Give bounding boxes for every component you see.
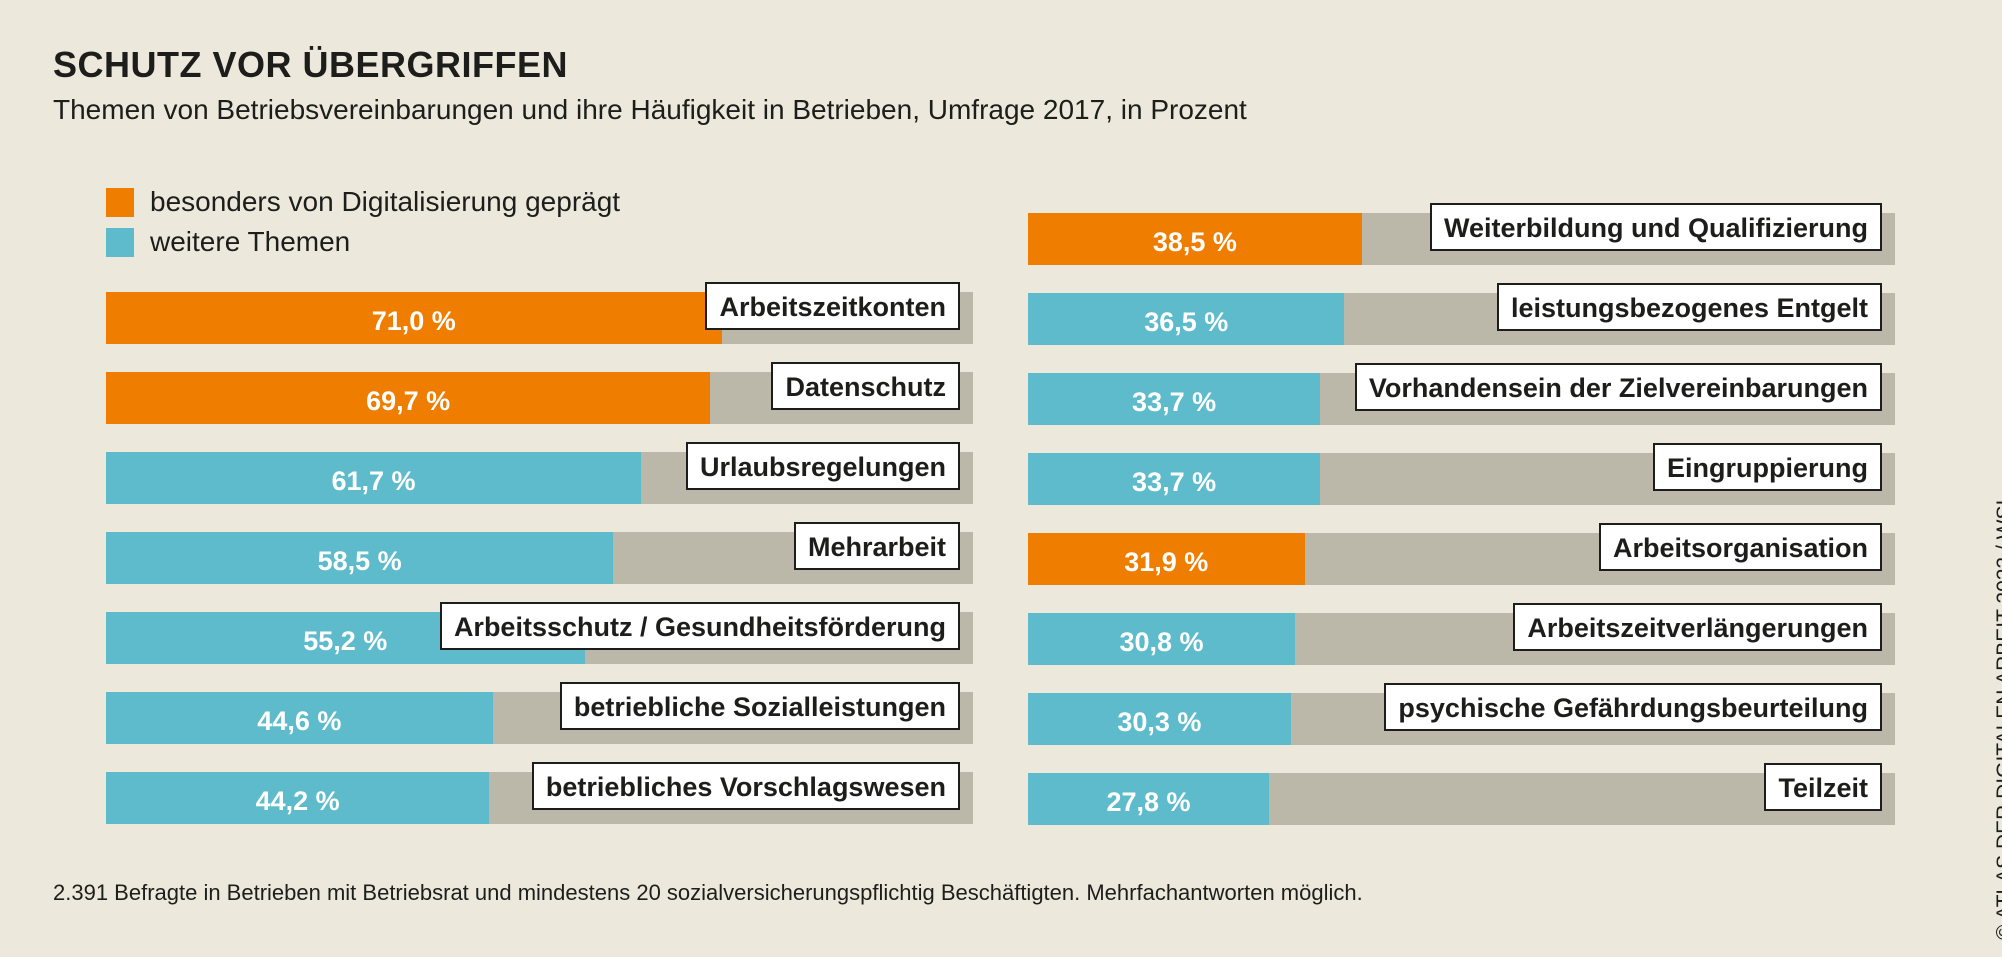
- footnote: 2.391 Befragte in Betrieben mit Betriebs…: [53, 880, 1363, 905]
- bar-label: Arbeitsschutz / Gesundheitsförderung: [439, 602, 960, 650]
- bar-label: Arbeitszeitverlängerungen: [1513, 603, 1882, 651]
- bar-track: Urlaubsregelungen 61,7 %: [106, 442, 973, 504]
- bar: [1028, 613, 1296, 665]
- bar: [106, 692, 493, 744]
- bar: [1028, 293, 1345, 345]
- bar: [106, 372, 711, 424]
- bar-value-label: 33,7 %: [1132, 467, 1217, 497]
- bar: [1028, 773, 1270, 825]
- bar-value-label: 61,7 %: [331, 466, 416, 496]
- bar-track: Arbeitszeitkonten 71,0 %: [106, 282, 973, 344]
- bar: [106, 452, 641, 504]
- bar-label: betriebliche Sozialleistungen: [559, 682, 960, 730]
- bar: [1028, 693, 1291, 745]
- bar: [106, 292, 722, 344]
- source-credit: © ATLAS DER DIGITALEN ARBEIT 2022 / WSI: [1993, 499, 2002, 940]
- legend-swatch-teal: [106, 227, 134, 257]
- bar-value-label: 33,7 %: [1132, 387, 1217, 417]
- bar-track: Arbeitsorganisation 31,9 %: [1028, 523, 1895, 585]
- chart-title: SCHUTZ VOR ÜBERGRIFFEN: [53, 44, 568, 85]
- bar-label: Urlaubsregelungen: [685, 442, 960, 490]
- bar-label: Arbeitszeitkonten: [705, 282, 960, 330]
- bar-track: betriebliches Vorschlagswesen 44,2 %: [106, 762, 973, 824]
- bar-track: Arbeitszeitverlängerungen 30,8 %: [1028, 603, 1895, 665]
- bar-label: Mehrarbeit: [793, 522, 960, 570]
- bar-track: Mehrarbeit 58,5 %: [106, 522, 973, 584]
- bar-value-label: 69,7 %: [366, 386, 451, 416]
- bar-label: psychische Gefährdungsbeurteilung: [1384, 683, 1882, 731]
- bar-label: Teilzeit: [1764, 763, 1882, 811]
- bar-label: betriebliches Vorschlagswesen: [531, 762, 960, 810]
- bar-track: psychische Gefährdungsbeurteilung 30,3 %: [1028, 683, 1895, 745]
- bar-track: Vorhandensein der Zielvereinbarungen 33,7…: [1028, 363, 1895, 425]
- bar: [1028, 533, 1305, 585]
- bar-track: Arbeitsschutz / Gesundheitsförderung 55,2…: [106, 602, 973, 664]
- bar-track: Datenschutz 69,7 %: [106, 362, 973, 424]
- bar-label: Datenschutz: [771, 362, 960, 410]
- bar: [1028, 373, 1321, 425]
- bar-track: leistungsbezogenes Entgelt 36,5 %: [1028, 283, 1895, 345]
- legend-label: besonders von Digitalisierung geprägt: [150, 186, 621, 217]
- bar-track: Weiterbildung und Qualifizierung 38,5 %: [1028, 203, 1895, 265]
- bar-value-label: 44,6 %: [257, 706, 342, 736]
- bar-label: Vorhandensein der Zielvereinbarungen: [1354, 363, 1882, 411]
- bar: [106, 532, 614, 584]
- chart-subtitle: Themen von Betriebsvereinbarungen und ih…: [53, 94, 1247, 125]
- bar-value-label: 36,5 %: [1144, 307, 1229, 337]
- bar-value-label: 31,9 %: [1124, 547, 1209, 577]
- bar-label: leistungsbezogenes Entgelt: [1496, 283, 1882, 331]
- bar: [106, 772, 490, 824]
- bar-track: Teilzeit 27,8 %: [1028, 763, 1895, 825]
- bar-track: Eingruppierung 33,7 %: [1028, 443, 1895, 505]
- legend-swatch-orange: [106, 187, 134, 217]
- bar-label: Eingruppierung: [1653, 443, 1882, 491]
- bar-value-label: 30,3 %: [1117, 707, 1202, 737]
- bar-value-label: 58,5 %: [317, 546, 402, 576]
- legend-item-other: weitere Themen: [106, 226, 350, 258]
- bar-value-label: 55,2 %: [303, 626, 388, 656]
- bar-label: Arbeitsorganisation: [1598, 523, 1882, 571]
- bar-value-label: 27,8 %: [1106, 787, 1191, 817]
- bar-track: betriebliche Sozialleistungen 44,6 %: [106, 682, 973, 744]
- bar-value-label: 30,8 %: [1119, 627, 1204, 657]
- bar: [1028, 213, 1362, 265]
- legend-item-digital: besonders von Digitalisierung geprägt: [106, 186, 620, 218]
- bar-value-label: 71,0 %: [371, 306, 456, 336]
- bar-value-label: 44,2 %: [255, 786, 340, 816]
- bar-value-label: 38,5 %: [1152, 227, 1237, 257]
- legend-label: weitere Themen: [150, 226, 351, 257]
- bar: [1028, 453, 1321, 505]
- bar-label: Weiterbildung und Qualifizierung: [1430, 203, 1882, 251]
